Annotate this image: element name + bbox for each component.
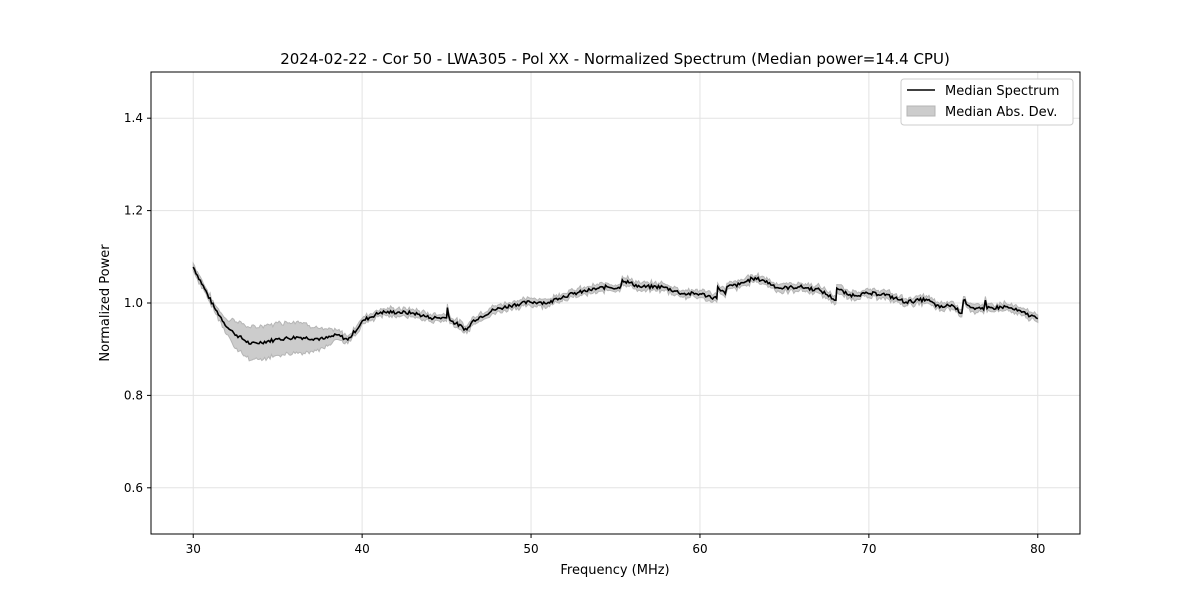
- y-tick-label: 0.8: [124, 388, 143, 402]
- legend: Median Spectrum Median Abs. Dev.: [900, 78, 1074, 126]
- chart-title: 2024-02-22 - Cor 50 - LWA305 - Pol XX - …: [280, 50, 950, 68]
- legend-label-mad: Median Abs. Dev.: [945, 105, 1057, 120]
- y-axis-label: Normalized Power: [98, 244, 113, 362]
- x-tick-label: 50: [523, 542, 538, 556]
- y-tick-label: 0.6: [124, 481, 143, 495]
- mad-band: [192, 261, 1039, 362]
- legend-band-swatch: [906, 105, 936, 117]
- x-tick-label: 70: [861, 542, 876, 556]
- x-tick-label: 40: [354, 542, 369, 556]
- x-tick-label: 80: [1030, 542, 1045, 556]
- y-tick-label: 1.2: [124, 204, 143, 218]
- x-axis: 30 40 50 60 70 80: [186, 534, 1045, 556]
- x-tick-label: 30: [186, 542, 201, 556]
- y-tick-label: 1.0: [124, 296, 143, 310]
- x-axis-label: Frequency (MHz): [560, 563, 669, 578]
- median-spectrum-line: [192, 266, 1039, 345]
- y-tick-label: 1.4: [124, 111, 143, 125]
- legend-label-median: Median Spectrum: [945, 84, 1059, 99]
- x-tick-label: 60: [692, 542, 707, 556]
- legend-box: [900, 78, 1074, 126]
- y-axis: 0.6 0.8 1.0 1.2 1.4: [124, 111, 151, 495]
